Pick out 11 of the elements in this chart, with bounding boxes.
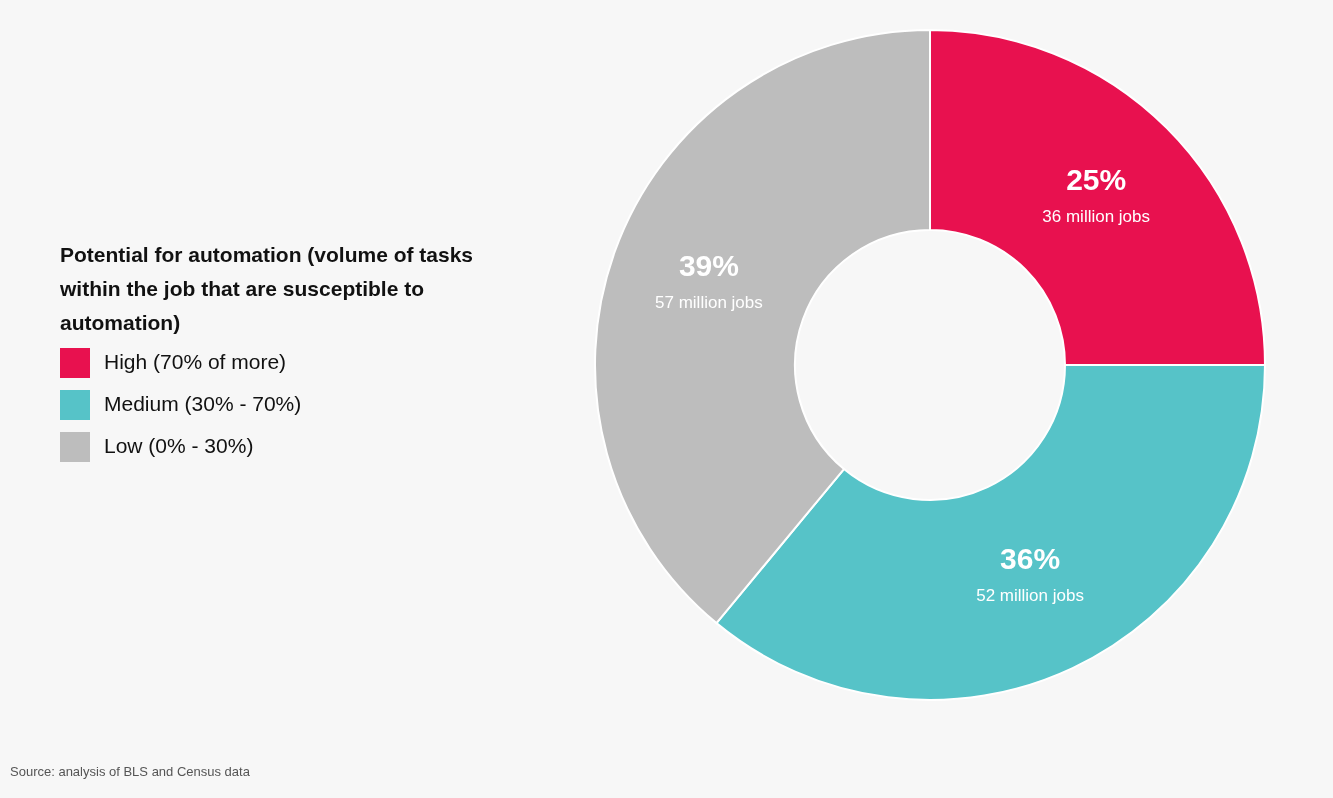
data-label: 36%: [1000, 541, 1061, 575]
legend-label: Medium (30% - 70%): [104, 392, 302, 415]
data-label: 25%: [1066, 162, 1127, 196]
legend-label: Low (0% - 30%): [104, 434, 254, 457]
text: 57 million jobs: [655, 293, 763, 313]
legend-title: Potential for automation (volume of tasks within the job that are susceptible to automation): [59, 243, 474, 334]
text: 52 million jobs: [976, 585, 1084, 605]
text: 36 million jobs: [1042, 206, 1151, 226]
data-label: 39%: [678, 249, 739, 283]
legend-label: High (70% of more): [104, 350, 287, 373]
source-note: Source: analysis of BLS and Census data: [10, 764, 251, 779]
